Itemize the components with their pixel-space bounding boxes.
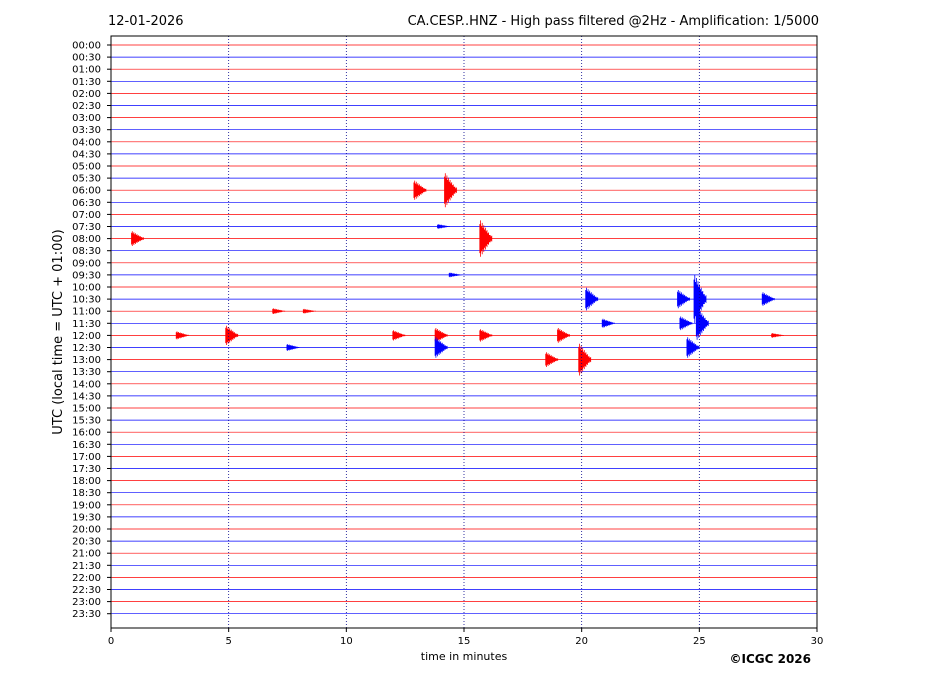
seismic-event: [434, 337, 448, 358]
y-tick-label: 07:30: [72, 222, 101, 233]
y-tick-label: 01:30: [72, 77, 101, 88]
seismic-event: [557, 328, 570, 343]
seismic-events: [131, 173, 784, 376]
y-tick-label: 20:30: [72, 537, 101, 548]
y-tick-label: 23:30: [72, 609, 101, 620]
y-tick-label: 00:00: [72, 41, 101, 52]
y-tick-label: 16:30: [72, 440, 101, 451]
seismic-event: [437, 224, 450, 229]
x-tick-label: 30: [811, 636, 824, 647]
x-axis-label: time in minutes: [421, 650, 508, 663]
y-tick-label: 15:30: [72, 416, 101, 427]
y-tick-label: 13:30: [72, 367, 101, 378]
y-tick-label: 14:30: [72, 391, 101, 402]
y-tick-label: 19:30: [72, 512, 101, 523]
chart-title: CA.CESP..HNZ - High pass filtered @2Hz -…: [408, 14, 819, 29]
copyright: ©ICGC 2026: [729, 652, 811, 666]
y-tick-label: 03:00: [72, 113, 101, 124]
y-tick-label: 15:00: [72, 404, 101, 415]
y-tick-label: 18:00: [72, 476, 101, 487]
y-tick-label: 23:00: [72, 597, 101, 608]
y-tick-label: 22:30: [72, 585, 101, 596]
y-tick-label: 22:00: [72, 573, 101, 584]
seismic-event: [771, 333, 784, 338]
seismic-event: [225, 325, 239, 345]
y-tick-label: 10:30: [72, 295, 101, 306]
y-tick-label: 19:00: [72, 500, 101, 511]
seismic-event: [686, 337, 700, 358]
y-tick-label: 05:30: [72, 174, 101, 185]
y-tick-label: 17:00: [72, 452, 101, 463]
y-axis-label: UTC (local time = UTC + 01:00): [51, 229, 66, 434]
x-tick-label: 5: [225, 636, 231, 647]
y-tick-label: 02:00: [72, 89, 101, 100]
y-tick-label: 05:00: [72, 162, 101, 173]
seismic-event: [677, 290, 690, 309]
y-tick-label: 13:00: [72, 355, 101, 366]
seismic-event: [392, 330, 406, 341]
y-tick-label: 04:30: [72, 149, 101, 160]
x-tick-label: 25: [693, 636, 706, 647]
y-tick-label: 09:00: [72, 258, 101, 269]
x-tick-label: 10: [340, 636, 353, 647]
y-tick-label: 07:00: [72, 210, 101, 221]
seismic-event: [679, 316, 693, 331]
seismic-event: [448, 272, 462, 278]
seismic-event: [693, 274, 707, 324]
y-tick-label: 09:30: [72, 270, 101, 281]
y-tick-label: 21:30: [72, 561, 101, 572]
y-tick-label: 16:00: [72, 428, 101, 439]
y-tick-label: 08:00: [72, 234, 101, 245]
x-tick-label: 0: [108, 636, 114, 647]
y-tick-label: 20:00: [72, 525, 101, 536]
seismic-event: [585, 287, 599, 311]
seismic-event: [272, 308, 286, 314]
chart-date: 12-01-2026: [108, 14, 184, 29]
y-tick-label: 12:30: [72, 343, 101, 354]
vertical-grid: [228, 36, 700, 628]
y-tick-label: 17:30: [72, 464, 101, 475]
seismic-event: [131, 231, 144, 246]
y-tick-label: 21:00: [72, 549, 101, 560]
y-tick-label: 08:30: [72, 246, 101, 257]
seismic-event: [578, 343, 592, 376]
y-tick-label: 03:30: [72, 125, 101, 136]
seismic-event: [175, 331, 189, 340]
seismic-event: [545, 352, 559, 367]
seismic-event: [434, 328, 448, 343]
y-tick-label: 12:00: [72, 331, 101, 342]
y-tick-label: 11:00: [72, 307, 101, 318]
seismic-event: [761, 292, 775, 306]
y-tick-label: 10:00: [72, 283, 101, 294]
seismic-event: [601, 318, 615, 328]
y-tick-label: 02:30: [72, 101, 101, 112]
seismic-event: [479, 329, 493, 342]
seismic-event: [302, 308, 316, 314]
plot-frame: [110, 35, 818, 629]
y-tick-label: 00:30: [72, 53, 101, 64]
y-tick-label: 11:30: [72, 319, 101, 330]
seismic-event: [695, 306, 709, 340]
seismic-event: [479, 220, 493, 257]
seismic-event: [444, 173, 457, 208]
x-axis-ticks: 0 5 10 15 20 25 30: [108, 628, 824, 647]
x-tick-label: 15: [458, 636, 471, 647]
y-tick-label: 04:00: [72, 137, 101, 148]
x-tick-label: 20: [575, 636, 588, 647]
y-tick-label: 14:00: [72, 379, 101, 390]
y-axis-ticks: 00:0000:3001:0001:3002:0002:3003:0003:30…: [72, 41, 111, 620]
seismic-event: [413, 180, 427, 200]
y-tick-label: 01:00: [72, 65, 101, 76]
seismic-event: [286, 344, 300, 351]
y-tick-label: 18:30: [72, 488, 101, 499]
y-tick-label: 06:30: [72, 198, 101, 209]
y-tick-label: 06:00: [72, 186, 101, 197]
